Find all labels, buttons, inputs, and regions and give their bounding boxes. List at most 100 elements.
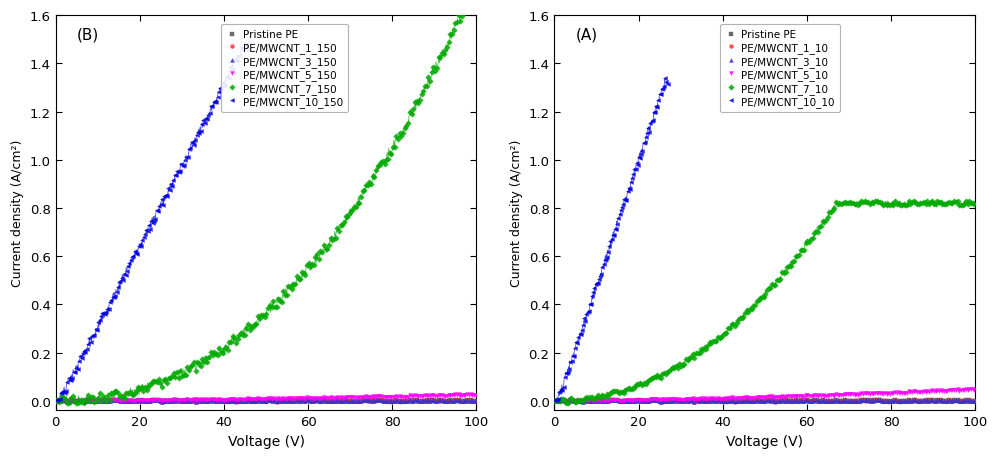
PE/MWCNT_3_150	[225, 398, 237, 403]
PE/MWCNT_10_10	[606, 233, 618, 238]
PE/MWCNT_3_150	[220, 398, 232, 404]
PE/MWCNT_5_10	[963, 386, 975, 392]
PE/MWCNT_7_150	[470, 1, 482, 7]
PE/MWCNT_3_10	[719, 398, 731, 404]
PE/MWCNT_5_10	[562, 399, 574, 404]
PE/MWCNT_1_10	[840, 398, 852, 403]
PE/MWCNT_5_150	[455, 393, 467, 398]
Line: PE/MWCNT_10_10: PE/MWCNT_10_10	[552, 77, 669, 403]
PE/MWCNT_5_150	[342, 395, 354, 400]
PE/MWCNT_7_150	[295, 276, 307, 282]
PE/MWCNT_5_10	[719, 396, 731, 401]
PE/MWCNT_3_10	[793, 398, 805, 404]
Line: PE/MWCNT_3_10: PE/MWCNT_3_10	[552, 398, 976, 403]
PE/MWCNT_3_10	[548, 398, 560, 403]
Pristine PE	[719, 398, 731, 404]
PE/MWCNT_3_10	[952, 397, 964, 403]
PE/MWCNT_1_10	[955, 399, 967, 404]
Line: PE/MWCNT_1_10: PE/MWCNT_1_10	[552, 398, 976, 403]
Pristine PE	[470, 398, 482, 404]
PE/MWCNT_1_150	[220, 398, 232, 404]
PE/MWCNT_5_150	[220, 397, 232, 403]
PE/MWCNT_1_10	[577, 399, 589, 404]
PE/MWCNT_5_10	[968, 387, 980, 392]
Pristine PE	[295, 398, 307, 404]
Pristine PE	[548, 398, 560, 403]
Pristine PE	[225, 398, 237, 403]
Y-axis label: Current density (A/cm²): Current density (A/cm²)	[11, 140, 24, 287]
Line: Pristine PE: Pristine PE	[54, 398, 478, 403]
PE/MWCNT_7_10	[793, 252, 805, 258]
PE/MWCNT_7_10	[724, 325, 736, 330]
Pristine PE	[453, 397, 465, 403]
PE/MWCNT_1_150	[78, 399, 90, 404]
PE/MWCNT_3_10	[619, 398, 631, 403]
Pristine PE	[220, 398, 232, 404]
PE/MWCNT_10_150	[160, 193, 172, 199]
Pristine PE	[840, 398, 852, 403]
Pristine PE	[968, 398, 980, 404]
PE/MWCNT_3_150	[121, 398, 133, 403]
PE/MWCNT_10_10	[615, 204, 627, 210]
PE/MWCNT_3_150	[457, 398, 469, 404]
PE/MWCNT_3_150	[470, 398, 482, 404]
PE/MWCNT_5_150	[225, 397, 237, 402]
PE/MWCNT_7_150	[225, 339, 237, 345]
PE/MWCNT_5_150	[295, 396, 307, 401]
PE/MWCNT_10_150	[185, 146, 197, 151]
Line: PE/MWCNT_7_150: PE/MWCNT_7_150	[54, 2, 478, 405]
PE/MWCNT_7_150	[455, 19, 467, 25]
PE/MWCNT_3_10	[955, 398, 967, 404]
PE/MWCNT_7_10	[968, 202, 980, 207]
Legend: Pristine PE, PE/MWCNT_1_10, PE/MWCNT_3_10, PE/MWCNT_5_10, PE/MWCNT_7_10, PE/MWCN: Pristine PE, PE/MWCNT_1_10, PE/MWCNT_3_1…	[719, 25, 840, 113]
PE/MWCNT_1_150	[453, 397, 465, 403]
PE/MWCNT_10_150	[115, 279, 127, 284]
PE/MWCNT_7_10	[952, 199, 964, 204]
PE/MWCNT_10_10	[659, 77, 671, 82]
PE/MWCNT_7_150	[121, 390, 133, 396]
PE/MWCNT_5_150	[462, 392, 474, 397]
PE/MWCNT_7_10	[548, 398, 560, 403]
Pristine PE	[793, 398, 805, 404]
PE/MWCNT_1_150	[121, 398, 133, 403]
Pristine PE	[50, 398, 62, 403]
PE/MWCNT_10_10	[652, 98, 664, 104]
PE/MWCNT_1_10	[793, 398, 805, 404]
Line: PE/MWCNT_5_150: PE/MWCNT_5_150	[54, 392, 478, 403]
Pristine PE	[617, 399, 629, 404]
PE/MWCNT_1_150	[457, 399, 469, 404]
Line: PE/MWCNT_10_150: PE/MWCNT_10_150	[54, 41, 251, 403]
X-axis label: Voltage (V): Voltage (V)	[726, 434, 803, 448]
PE/MWCNT_10_10	[655, 87, 667, 92]
Pristine PE	[952, 397, 964, 403]
PE/MWCNT_1_10	[952, 397, 964, 403]
PE/MWCNT_10_10	[661, 82, 673, 87]
PE/MWCNT_1_10	[619, 398, 631, 403]
Pristine PE	[190, 399, 202, 404]
Text: (B): (B)	[77, 28, 99, 43]
PE/MWCNT_5_150	[63, 399, 75, 404]
PE/MWCNT_3_150	[342, 398, 354, 403]
PE/MWCNT_5_150	[470, 392, 482, 398]
PE/MWCNT_10_150	[152, 209, 164, 215]
PE/MWCNT_10_10	[574, 332, 586, 337]
PE/MWCNT_3_150	[295, 398, 307, 404]
Line: PE/MWCNT_7_10: PE/MWCNT_7_10	[552, 199, 976, 405]
PE/MWCNT_1_10	[548, 398, 560, 403]
Y-axis label: Current density (A/cm²): Current density (A/cm²)	[509, 140, 522, 287]
Pristine PE	[955, 399, 967, 404]
PE/MWCNT_7_150	[220, 345, 232, 350]
PE/MWCNT_7_10	[562, 400, 574, 406]
PE/MWCNT_1_10	[719, 398, 731, 404]
Line: Pristine PE: Pristine PE	[552, 398, 976, 403]
PE/MWCNT_7_150	[342, 214, 354, 220]
Pristine PE	[119, 399, 131, 404]
PE/MWCNT_7_10	[955, 202, 967, 208]
PE/MWCNT_5_10	[724, 396, 736, 401]
Pristine PE	[457, 399, 469, 404]
PE/MWCNT_7_150	[462, 1, 474, 7]
Pristine PE	[724, 398, 736, 403]
PE/MWCNT_5_10	[548, 398, 560, 403]
PE/MWCNT_5_10	[793, 394, 805, 399]
PE/MWCNT_5_150	[50, 398, 62, 403]
